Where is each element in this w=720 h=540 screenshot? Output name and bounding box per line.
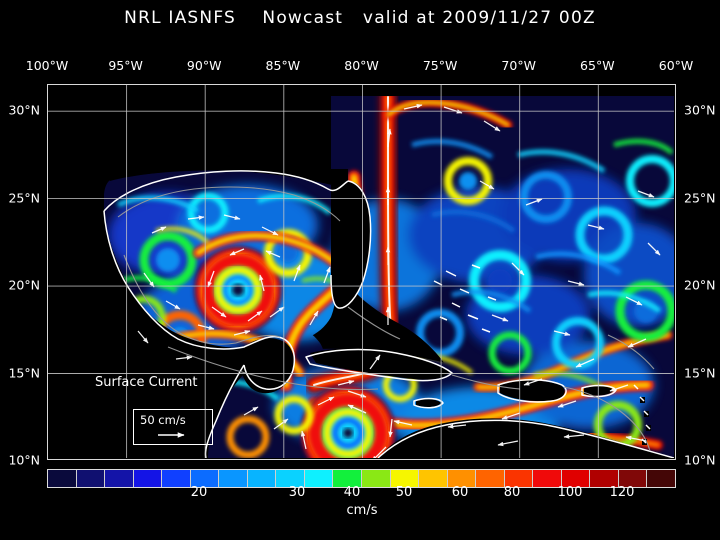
lat-label-right-15n: 15°N [684,365,716,380]
lon-label-70w: 70°W [501,58,536,73]
colorbar-tick-120: 120 [609,485,635,500]
lat-label-left-30n: 30°N [8,102,40,118]
speed-field [48,85,674,458]
colorbar-segment-20 [618,470,648,487]
colorbar-tick-50: 50 [395,485,413,500]
legend-scale-arrow [158,432,185,438]
colorbar-tick-30: 30 [288,485,306,500]
map-plot-area[interactable]: Surface Current 50 cm/s [47,84,676,460]
colorbar-segment-19 [590,470,619,487]
lon-label-95w: 95°W [108,58,143,73]
lat-label-left-25n: 25°N [8,190,40,206]
colorbar-segment-10 [333,470,363,487]
colorbar-segment-18 [561,470,591,487]
colorbar-tick-60: 60 [451,485,469,500]
colorbar-segment-17 [533,470,562,487]
lon-label-100w: 100°W [25,58,69,73]
colorbar-segment-8 [276,470,305,487]
colorbar-tick-80: 80 [503,485,521,500]
lon-label-75w: 75°W [422,58,458,73]
lon-label-60w: 60°W [658,58,694,73]
colorbar-unit-label: cm/s [346,503,378,518]
map-canvas [48,85,675,459]
colorbar-segment-3 [133,470,163,487]
figure-title: NRL IASNFS Nowcast valid at 2009/11/27 0… [124,8,596,28]
coastline [103,170,674,458]
legend-scale-label: 50 cm/s [140,413,186,427]
lon-label-65w: 65°W [580,58,615,73]
shelf-contour [117,186,655,452]
colorbar-tick-40: 40 [343,485,361,500]
lon-label-90w: 90°W [186,58,222,73]
lat-label-right-20n: 20°N [684,277,716,293]
lat-label-right-10n: 10°N [684,452,716,468]
ocean-current-field [48,85,674,458]
colorbar [47,469,676,488]
colorbar-segment-21 [647,470,676,487]
colorbar-segment-2 [105,470,134,487]
colorbar-segment-6 [219,470,248,487]
lat-label-left-15n: 15°N [8,365,40,380]
lat-label-right-30n: 30°N [684,102,716,118]
colorbar-segment-15 [476,470,505,487]
colorbar-segment-7 [247,470,277,487]
current-vectors [137,103,661,458]
colorbar-segment-14 [447,470,477,487]
lat-label-right-25n: 25°N [684,190,716,206]
map-gridlines [48,85,674,458]
colorbar-segment-5 [190,470,220,487]
colorbar-segment-9 [304,470,334,487]
lon-label-85w: 85°W [265,58,301,73]
colorbar-segment-12 [390,470,420,487]
loop-current-jet [135,170,366,392]
colorbar-segment-11 [362,470,391,487]
colorbar-segment-0 [48,470,77,487]
legend-scale-box [133,409,213,445]
colorbar-tick-20: 20 [190,485,208,500]
colorbar-segment-1 [76,470,106,487]
colorbar-segment-4 [162,470,191,487]
colorbar-segment-13 [419,470,448,487]
lat-label-left-10n: 10°N [8,452,40,468]
caribbean-eddy [300,385,396,458]
lat-label-left-20n: 20°N [8,277,40,293]
colorbar-segment-16 [504,470,534,487]
lon-label-80w: 80°W [344,58,379,73]
colorbar-tick-100: 100 [557,485,583,500]
legend-title: Surface Current [95,375,198,390]
